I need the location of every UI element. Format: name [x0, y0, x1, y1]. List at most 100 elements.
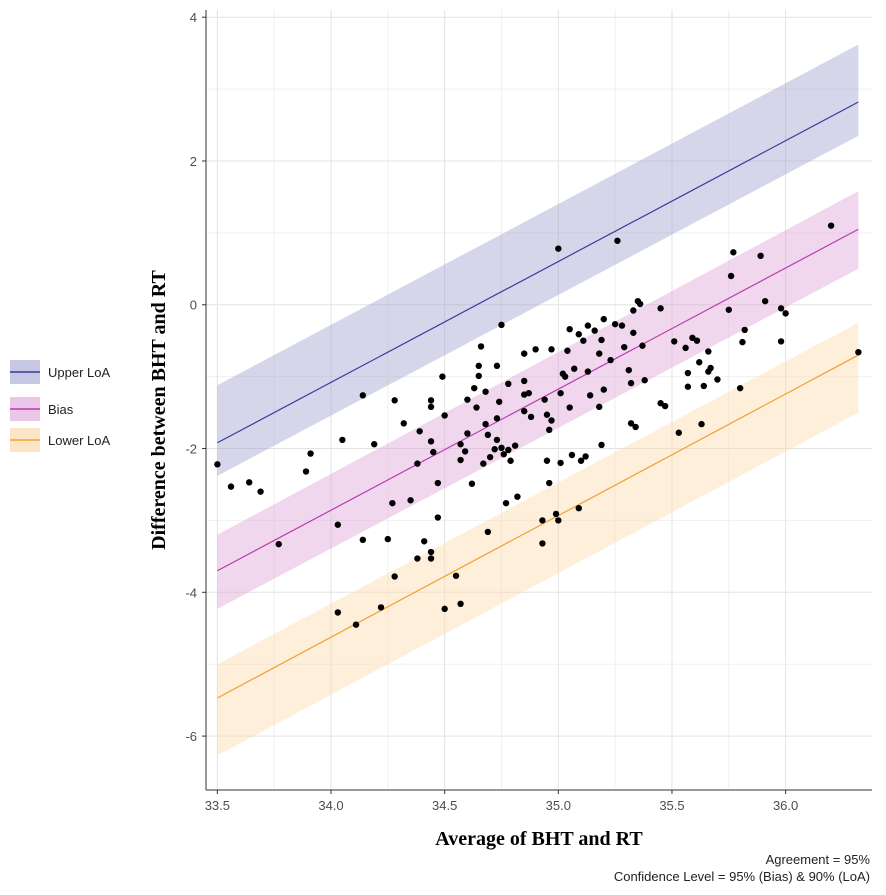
x-tick-label: 35.5	[659, 798, 684, 813]
data-point	[630, 329, 637, 336]
data-point	[511, 442, 519, 449]
caption-confidence: Confidence Level = 95% (Bias) & 90% (LoA…	[613, 869, 870, 884]
data-point	[548, 346, 555, 353]
data-point	[630, 307, 637, 314]
data-point	[407, 497, 414, 504]
data-point	[475, 362, 482, 370]
data-point	[498, 444, 505, 452]
data-point	[484, 431, 492, 439]
data-point	[555, 517, 562, 524]
data-point	[782, 310, 789, 317]
data-point	[389, 499, 396, 507]
data-point	[498, 321, 505, 329]
x-tick-label: 33.5	[205, 798, 230, 813]
legend-label-bias: Bias	[48, 402, 74, 417]
y-tick-label: -2	[185, 442, 197, 457]
data-point	[777, 305, 785, 312]
data-point	[486, 453, 494, 461]
data-point	[521, 377, 528, 385]
data-point	[471, 384, 478, 392]
data-point	[464, 430, 471, 437]
line-bias	[217, 228, 859, 572]
data-point	[416, 428, 423, 435]
data-point	[421, 538, 428, 545]
data-point	[739, 338, 746, 346]
data-point	[493, 362, 501, 370]
data-point	[441, 412, 448, 419]
data-point	[473, 404, 480, 411]
data-point	[725, 306, 732, 313]
data-point	[657, 400, 664, 407]
caption-agreement: Agreement = 95%	[765, 852, 870, 867]
data-point	[548, 417, 555, 424]
data-point	[391, 573, 398, 580]
data-point	[564, 347, 571, 354]
data-point	[334, 521, 342, 528]
data-point	[457, 456, 464, 464]
data-point	[827, 222, 835, 229]
data-point	[582, 453, 589, 460]
data-point	[632, 423, 639, 431]
data-point	[427, 397, 435, 404]
y-tick-label: -6	[185, 729, 197, 744]
data-point	[505, 380, 512, 388]
data-point	[596, 350, 603, 357]
data-point	[482, 388, 489, 395]
data-point	[611, 320, 619, 328]
data-point	[627, 379, 635, 387]
data-point	[552, 510, 560, 518]
data-point	[741, 326, 748, 334]
data-point	[434, 479, 442, 487]
data-point	[275, 540, 282, 548]
data-point	[359, 392, 367, 399]
data-point	[532, 346, 539, 353]
data-point	[705, 348, 712, 355]
x-tick-label: 34.5	[432, 798, 457, 813]
data-point	[482, 420, 489, 428]
data-point	[566, 404, 573, 411]
data-point	[507, 457, 514, 464]
data-point	[493, 436, 501, 444]
data-point	[586, 392, 594, 399]
data-point	[598, 441, 605, 449]
legend-item-upper-loa: Upper LoA	[10, 360, 110, 384]
data-point	[427, 555, 435, 562]
band-lower-loa	[217, 322, 859, 756]
data-point	[377, 604, 385, 611]
data-point	[621, 343, 628, 351]
data-point	[541, 396, 548, 403]
data-point	[521, 407, 528, 415]
data-point	[575, 331, 582, 338]
data-point	[468, 480, 476, 487]
data-point	[661, 402, 669, 410]
data-point	[384, 535, 392, 543]
data-point	[777, 338, 785, 345]
data-point	[414, 460, 421, 467]
data-point	[493, 415, 501, 422]
data-point	[334, 609, 342, 616]
data-point	[639, 342, 646, 349]
data-point	[557, 459, 564, 467]
x-tick-label: 36.0	[773, 798, 798, 813]
legend-label-upper-loa: Upper LoA	[48, 365, 110, 380]
legend: Upper LoA Bias Lower LoA	[10, 360, 110, 452]
data-point	[391, 397, 398, 404]
data-point	[484, 528, 492, 536]
data-point	[475, 372, 482, 380]
data-point	[714, 376, 721, 383]
data-point	[684, 383, 692, 390]
data-point	[505, 446, 512, 454]
data-point	[477, 343, 485, 350]
data-point	[580, 337, 587, 344]
data-point	[434, 514, 442, 521]
data-point	[527, 413, 535, 421]
data-point	[480, 460, 487, 467]
data-point	[227, 483, 235, 490]
data-point	[682, 344, 689, 352]
line-lower-loa	[217, 354, 859, 699]
y-tick-label: -4	[185, 585, 197, 600]
data-point	[427, 403, 435, 411]
x-tick-label: 34.0	[318, 798, 343, 813]
data-point	[502, 499, 510, 507]
